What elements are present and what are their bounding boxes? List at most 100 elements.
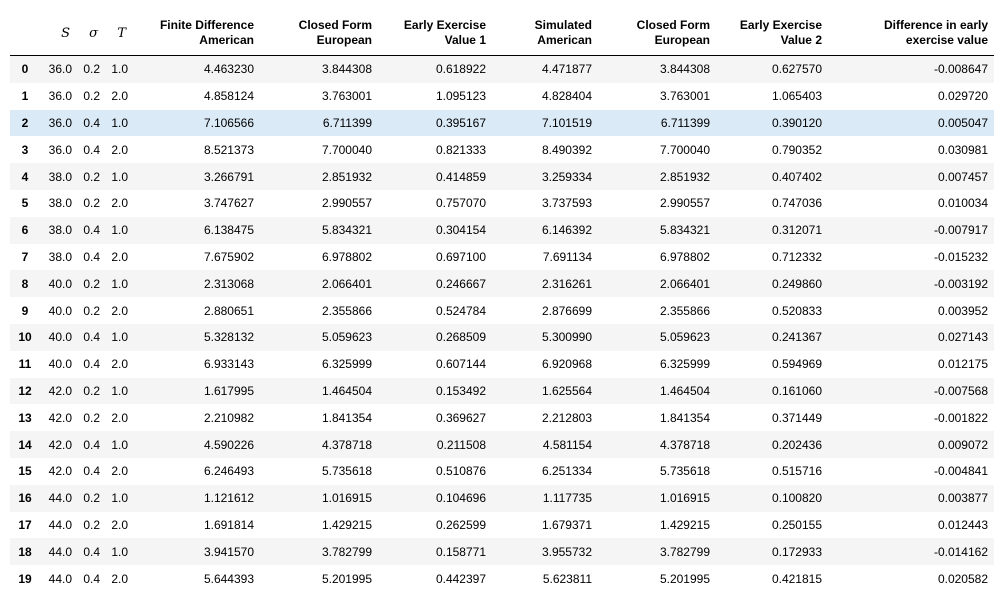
- table-row: 9 40.0 0.2 2.0 2.880651 2.355866 0.524784 2.876…: [10, 297, 994, 324]
- cell-s: 44.0: [48, 491, 72, 506]
- header-sigma: σ: [76, 10, 104, 56]
- cell-cf-european-1: 4.378718: [321, 437, 372, 452]
- cell-fd-american: 4.590226: [203, 437, 254, 452]
- cell-t: 2.0: [111, 142, 128, 157]
- cell-early-exercise-2: 0.594969: [771, 357, 822, 372]
- cell-t: 2.0: [111, 357, 128, 372]
- cell-sigma: 0.4: [83, 249, 100, 264]
- cell-simulated-american: 5.300990: [541, 330, 592, 345]
- cell-cf-european-1: 5.735618: [321, 464, 372, 479]
- cell-t: 1.0: [111, 491, 128, 506]
- header-difference: Difference in early exercise value: [828, 10, 994, 56]
- cell-t: 1.0: [111, 330, 128, 345]
- header-simulated-american: Simulated American: [492, 10, 598, 56]
- cell-difference: 0.012443: [937, 517, 988, 532]
- cell-s: 44.0: [48, 571, 72, 586]
- header-early-exercise-1: Early Exercise Value 1: [378, 10, 492, 56]
- cell-t: 1.0: [111, 115, 128, 130]
- cell-s: 38.0: [48, 249, 72, 264]
- cell-s: 36.0: [48, 89, 72, 104]
- cell-sigma: 0.4: [83, 330, 100, 345]
- cell-simulated-american: 1.625564: [541, 383, 592, 398]
- cell-fd-american: 2.210982: [203, 410, 254, 425]
- cell-s: 38.0: [48, 223, 72, 238]
- cell-early-exercise-1: 0.369627: [435, 410, 486, 425]
- cell-early-exercise-2: 0.249860: [771, 276, 822, 291]
- cell-s: 42.0: [48, 383, 72, 398]
- cell-s: 40.0: [48, 303, 72, 318]
- cell-sigma: 0.2: [83, 383, 100, 398]
- cell-sigma: 0.4: [83, 115, 100, 130]
- cell-cf-european-2: 3.763001: [659, 89, 710, 104]
- cell-cf-european-2: 2.066401: [659, 276, 710, 291]
- cell-early-exercise-1: 0.158771: [435, 544, 486, 559]
- row-index: 9: [21, 303, 29, 318]
- cell-early-exercise-1: 0.246667: [435, 276, 486, 291]
- cell-cf-european-2: 2.851932: [659, 169, 710, 184]
- cell-t: 2.0: [111, 303, 128, 318]
- cell-early-exercise-1: 0.821333: [435, 142, 486, 157]
- cell-early-exercise-2: 0.202436: [771, 437, 822, 452]
- cell-difference: 0.030981: [937, 142, 988, 157]
- table-row: 0 36.0 0.2 1.0 4.463230 3.844308 0.618922 4.471…: [10, 55, 994, 83]
- cell-early-exercise-2: 0.172933: [771, 544, 822, 559]
- cell-t: 2.0: [111, 517, 128, 532]
- table-row: 10 40.0 0.4 1.0 5.328132 5.059623 0.268509 5.30…: [10, 323, 994, 351]
- row-index: 15: [18, 464, 32, 479]
- cell-sigma: 0.2: [83, 410, 100, 425]
- cell-difference: 0.012175: [937, 357, 988, 372]
- table-row: 7 38.0 0.4 2.0 7.675902 6.978802 0.697100 7.691…: [10, 243, 994, 271]
- cell-difference: 0.020582: [937, 571, 988, 586]
- cell-sigma: 0.2: [83, 169, 100, 184]
- cell-fd-american: 1.121612: [203, 491, 254, 506]
- cell-s: 36.0: [48, 115, 72, 130]
- row-index: 11: [18, 357, 32, 372]
- cell-difference: 0.007457: [937, 169, 988, 184]
- cell-cf-european-1: 2.851932: [321, 169, 372, 184]
- header-fd-american: Finite Difference American: [132, 10, 260, 56]
- cell-t: 1.0: [111, 276, 128, 291]
- cell-sigma: 0.2: [83, 491, 100, 506]
- cell-simulated-american: 4.581154: [542, 437, 592, 452]
- cell-sigma: 0.2: [83, 89, 100, 104]
- cell-t: 1.0: [111, 169, 128, 184]
- cell-difference: 0.029720: [937, 89, 988, 104]
- cell-fd-american: 3.747627: [203, 196, 254, 211]
- cell-cf-european-1: 2.066401: [321, 276, 372, 291]
- row-index: 1: [21, 89, 29, 104]
- cell-simulated-american: 8.490392: [541, 142, 592, 157]
- cell-sigma: 0.2: [83, 517, 100, 532]
- table-row: 3 36.0 0.4 2.0 8.521373 7.700040 0.821333 8.490…: [10, 136, 994, 164]
- table-row: 11 40.0 0.4 2.0 6.933143 6.325999 0.607144 6.92…: [10, 350, 994, 378]
- cell-t: 2.0: [111, 89, 128, 104]
- table-row: 4 38.0 0.2 1.0 3.266791 2.851932 0.414859 3.259…: [10, 163, 994, 190]
- cell-simulated-american: 1.117735: [542, 491, 592, 506]
- cell-fd-american: 3.266791: [203, 169, 254, 184]
- cell-cf-european-1: 1.429215: [321, 517, 372, 532]
- row-index: 4: [21, 169, 29, 184]
- table-row: 14 42.0 0.4 1.0 4.590226 4.378718 0.211508 4.58…: [10, 431, 994, 458]
- cell-early-exercise-1: 0.268509: [435, 330, 486, 345]
- cell-cf-european-1: 1.841354: [321, 410, 372, 425]
- row-index: 16: [18, 491, 32, 506]
- header-early-exercise-2: Early Exercise Value 2: [716, 10, 828, 56]
- cell-simulated-american: 6.146392: [541, 223, 592, 238]
- cell-s: 38.0: [48, 196, 72, 211]
- cell-early-exercise-2: 0.390120: [771, 115, 822, 130]
- cell-fd-american: 6.246493: [203, 464, 254, 479]
- cell-early-exercise-1: 0.607144: [435, 357, 486, 372]
- cell-fd-american: 7.675902: [203, 249, 254, 264]
- cell-cf-european-1: 1.016915: [321, 491, 372, 506]
- cell-difference: -0.004841: [933, 464, 988, 479]
- table-row: 19 44.0 0.4 2.0 5.644393 5.201995 0.442397 5.62…: [10, 565, 994, 592]
- cell-s: 40.0: [48, 330, 72, 345]
- cell-cf-european-2: 1.016915: [659, 491, 710, 506]
- cell-simulated-american: 6.920968: [541, 357, 592, 372]
- cell-early-exercise-1: 0.618922: [435, 62, 486, 77]
- cell-cf-european-1: 7.700040: [321, 142, 372, 157]
- table-row: 12 42.0 0.2 1.0 1.617995 1.464504 0.153492 1.62…: [10, 377, 994, 405]
- table-row: 18 44.0 0.4 1.0 3.941570 3.782799 0.158771 3.95…: [10, 538, 994, 566]
- cell-difference: -0.015232: [933, 249, 988, 264]
- cell-simulated-american: 4.471877: [541, 62, 592, 77]
